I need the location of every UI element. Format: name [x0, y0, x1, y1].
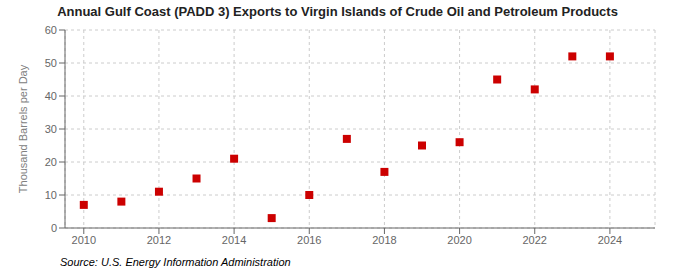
svg-text:20: 20	[45, 156, 57, 168]
svg-text:2016: 2016	[297, 234, 321, 246]
svg-text:2018: 2018	[372, 234, 396, 246]
svg-text:2010: 2010	[72, 234, 96, 246]
svg-text:10: 10	[45, 189, 57, 201]
svg-text:0: 0	[51, 222, 57, 234]
svg-text:2020: 2020	[447, 234, 471, 246]
svg-text:50: 50	[45, 57, 57, 69]
svg-text:2014: 2014	[222, 234, 246, 246]
svg-text:30: 30	[45, 123, 57, 135]
svg-text:2022: 2022	[523, 234, 547, 246]
svg-text:2012: 2012	[147, 234, 171, 246]
html-text:Source: U.S. Energy Informatio: Source: U.S. Energy Information Administ…	[60, 256, 291, 268]
svg-text:60: 60	[45, 24, 57, 36]
svg-text:40: 40	[45, 90, 57, 102]
svg-text:Thousand Barrels per Day: Thousand Barrels per Day	[17, 64, 29, 193]
svg-text:2024: 2024	[598, 234, 622, 246]
html-text:Annual Gulf Coast (PADD 3) Exp: Annual Gulf Coast (PADD 3) Exports to Vi…	[57, 4, 618, 19]
